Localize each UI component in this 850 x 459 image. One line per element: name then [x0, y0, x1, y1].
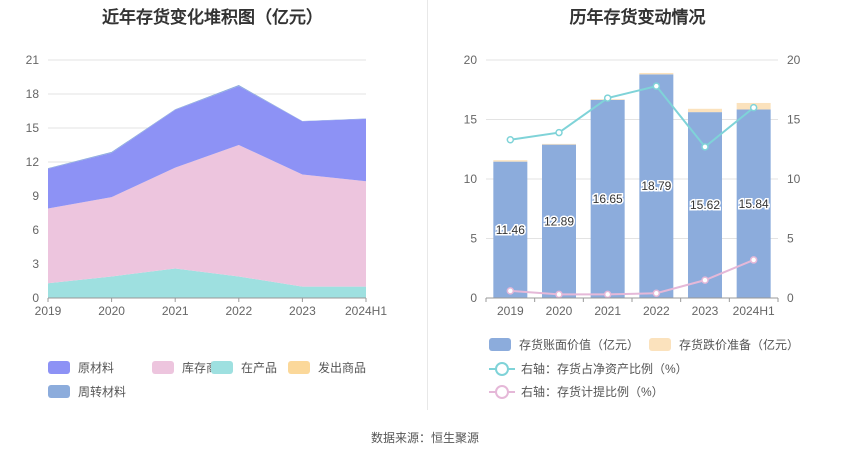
bar [542, 144, 576, 298]
legend-line-swatch [489, 384, 515, 399]
line-point [652, 289, 661, 297]
x-tick-label: 2023 [289, 304, 316, 318]
legend-label: 在产品 [241, 361, 278, 375]
area-series [48, 86, 366, 209]
y-tick-label: 15 [464, 113, 478, 127]
x-tick-label: 2023 [692, 304, 719, 318]
bar-value-label: 11.46 [496, 223, 525, 237]
bar-value-label: 15.62 [690, 198, 720, 212]
legend-label: 右轴：存货占净资产比例（%） [521, 362, 688, 376]
y-tick-label: 6 [32, 223, 39, 237]
y2-tick-label: 10 [787, 172, 801, 186]
legend-swatch [48, 361, 70, 374]
left-chart-title: 近年存货变化堆积图（亿元） [102, 8, 323, 28]
legend-swatch [288, 361, 310, 374]
right-chart-title: 历年存货变动情况 [569, 8, 706, 28]
legend-label: 原材料 [78, 361, 115, 375]
y-tick-label: 5 [470, 232, 477, 246]
y-tick-label: 0 [32, 291, 39, 305]
legend-label: 右轴：存货计提比例（%） [521, 385, 664, 399]
legend-label: 存货跌价准备（亿元） [679, 338, 800, 352]
line-series [510, 258, 755, 296]
legend-item-book-value[interactable]: 存货账面价值（亿元） [489, 336, 639, 353]
line-series [510, 85, 755, 149]
line-point [749, 103, 758, 112]
y-tick-label: 3 [32, 257, 39, 271]
legend-swatch [48, 385, 70, 398]
line-point [555, 290, 563, 299]
x-tick-label: 2020 [546, 304, 573, 318]
line-point [506, 135, 515, 144]
legend-item-goods-shipped[interactable]: 发出商品 [288, 359, 366, 376]
line-point [749, 256, 758, 264]
bar [736, 109, 771, 298]
x-tick-label: 2021 [594, 304, 621, 318]
y-tick-label: 0 [470, 291, 477, 305]
y-tick-label: 9 [32, 189, 39, 203]
legend-label: 发出商品 [318, 361, 367, 375]
reserve-bar [688, 108, 722, 113]
inventory-bar-line-chart: 0 5 10 15 20 0 5 10 15 20 11.46 12.89 16.65 18.79 15.6… [464, 53, 801, 318]
y2-tick-label: 5 [787, 232, 794, 246]
area-series [48, 145, 366, 287]
line-point [506, 287, 515, 295]
line-point [701, 143, 709, 151]
stacked-area-chart: 0 3 6 9 12 15 18 21 2019 2020 2021 2022 2023 2024H1 [26, 53, 388, 318]
reserve-bar [542, 143, 576, 145]
legend-swatch [152, 361, 174, 374]
y2-tick-label: 20 [787, 53, 801, 67]
x-tick-label: 2022 [225, 304, 252, 318]
line-point [652, 82, 661, 90]
y-tick-label: 10 [464, 172, 478, 186]
legend-line-swatch [489, 361, 515, 376]
bar [639, 74, 674, 298]
legend-item-impairment-reserve[interactable]: 存货跌价准备（亿元） [649, 336, 799, 353]
legend-swatch [489, 338, 511, 351]
bar-value-label: 16.65 [593, 192, 623, 206]
x-tick-label: 2024H1 [345, 304, 387, 318]
y-tick-label: 20 [464, 53, 478, 67]
x-tick-label: 2024H1 [733, 304, 775, 318]
y2-tick-label: 15 [787, 113, 801, 127]
x-tick-label: 2020 [98, 304, 125, 318]
reserve-bar [639, 72, 674, 75]
legend-item-inventory-to-net-assets[interactable]: 右轴：存货占净资产比例（%） [489, 360, 688, 377]
bar-value-label: 12.89 [544, 214, 574, 228]
x-tick-label: 2021 [162, 304, 189, 318]
bar [590, 99, 625, 299]
y2-tick-label: 0 [787, 291, 794, 305]
line-point [603, 94, 612, 102]
y-tick-label: 21 [26, 53, 40, 67]
legend-swatch [211, 361, 233, 374]
line-point [701, 276, 709, 284]
line-point [603, 290, 612, 299]
legend-item-turnover-materials[interactable]: 周转材料 [48, 383, 126, 400]
legend-label: 存货账面价值（亿元） [519, 338, 640, 352]
legend-label: 周转材料 [78, 385, 127, 399]
data-source: 数据来源：恒生聚源 [370, 431, 479, 445]
bar-value-label: 18.79 [641, 179, 671, 193]
legend-swatch [649, 338, 671, 351]
x-tick-label: 2019 [35, 304, 62, 318]
reserve-bar [493, 160, 528, 162]
area-series [48, 85, 366, 169]
y-tick-label: 15 [26, 121, 40, 135]
panel-divider [427, 0, 428, 410]
y-tick-label: 12 [26, 155, 40, 169]
bar-value-label: 15.84 [739, 197, 769, 211]
area-series [48, 268, 366, 298]
x-tick-label: 2022 [643, 304, 670, 318]
bar [688, 112, 722, 298]
bar [493, 161, 528, 298]
line-point [555, 128, 563, 137]
y-tick-label: 18 [26, 87, 40, 101]
legend-item-raw-materials[interactable]: 原材料 [48, 359, 114, 376]
legend-item-wip[interactable]: 在产品 [211, 359, 277, 376]
x-tick-label: 2019 [497, 304, 524, 318]
legend-item-provision-ratio[interactable]: 右轴：存货计提比例（%） [489, 383, 664, 400]
